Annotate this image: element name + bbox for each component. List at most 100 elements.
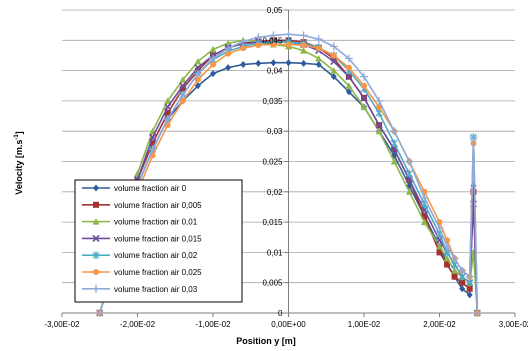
data-point (269, 31, 278, 40)
data-point (420, 193, 429, 202)
legend-swatch-marker (92, 284, 100, 293)
y-axis-title: Velocity [m.s-1] (14, 131, 24, 194)
y-tick-label: 0 (278, 309, 283, 318)
x-tick-label: 3,00E-02 (499, 320, 528, 329)
x-tick-label: 1,00E-02 (348, 320, 381, 329)
legend-label: volume fraction air 0,015 (114, 234, 202, 243)
legend-swatch-marker (93, 269, 99, 275)
data-point (436, 242, 443, 250)
data-point (179, 97, 186, 104)
data-point (225, 64, 232, 72)
data-point (444, 261, 451, 268)
y-tick-label: 0,03 (267, 127, 283, 136)
data-point (405, 157, 414, 166)
y-axis-title-close: ] (14, 131, 24, 134)
data-point (300, 47, 308, 54)
data-point (469, 133, 478, 142)
data-point (443, 242, 452, 251)
data-point (458, 266, 467, 275)
data-point (375, 96, 384, 105)
y-tick-label: 0,035 (262, 97, 283, 106)
data-point (240, 45, 247, 52)
legend-swatch-marker (92, 234, 100, 242)
data-point (239, 37, 248, 46)
y-tick-label: 0,01 (267, 248, 283, 257)
data-point (405, 188, 413, 195)
y-tick-label: 0,04 (267, 67, 283, 76)
data-point (300, 42, 307, 49)
legend-label: volume fraction air 0,025 (114, 268, 202, 277)
x-tick-label: -1,00E-02 (195, 320, 231, 329)
data-point (240, 61, 247, 69)
data-point (473, 309, 482, 317)
data-point (345, 82, 353, 89)
data-point (360, 72, 368, 81)
legend-swatch-marker (92, 218, 100, 225)
data-point (329, 42, 338, 51)
x-tick-label: -3,00E-02 (44, 320, 80, 329)
y-tick-label: 0,045 (262, 36, 283, 45)
data-point (179, 82, 187, 90)
data-point (345, 64, 352, 71)
data-point (465, 272, 474, 281)
data-point (193, 69, 202, 78)
data-point (466, 285, 473, 292)
data-point (330, 52, 337, 59)
x-tick-label: 2,00E-02 (423, 320, 456, 329)
data-point (285, 59, 292, 67)
tick-layer: -3,00E-02 -2,00E-02 -1,00E-02 0,00E+00 1,00E… (44, 6, 528, 329)
data-point (466, 291, 473, 299)
data-point (345, 88, 352, 96)
legend-swatch-marker (93, 201, 99, 208)
data-point (149, 133, 157, 141)
data-point (450, 254, 459, 263)
data-point (360, 94, 368, 102)
data-point (225, 50, 232, 57)
data-point (405, 169, 413, 178)
data-point (164, 97, 172, 104)
data-point (270, 59, 277, 67)
data-point (436, 249, 443, 256)
data-point (459, 285, 466, 293)
data-point (451, 273, 458, 280)
data-point (194, 76, 201, 83)
data-point (451, 267, 459, 274)
data-point (255, 59, 262, 67)
y-tick-label: 0,005 (262, 279, 283, 288)
data-point (95, 309, 104, 317)
data-point (149, 140, 156, 147)
data-point (330, 67, 338, 74)
data-point (255, 42, 262, 49)
data-point (390, 127, 399, 136)
data-point (194, 58, 202, 65)
data-point (194, 82, 201, 90)
data-point (360, 103, 368, 110)
data-point (194, 64, 202, 72)
data-point (435, 224, 444, 233)
data-point (390, 139, 398, 148)
data-point (315, 61, 322, 69)
x-tick-label: 0,00E+00 (271, 320, 306, 329)
data-point (315, 45, 322, 52)
legend: volume fraction air 0 volume fraction air… (74, 179, 243, 303)
y-tick-label: 0,025 (262, 158, 283, 167)
data-point (178, 90, 187, 99)
legend-label: volume fraction air 0 (114, 184, 187, 193)
data-point (210, 70, 216, 78)
data-point (209, 45, 217, 53)
data-point (443, 254, 451, 262)
data-point (375, 127, 383, 135)
data-point (148, 145, 157, 154)
y-axis-title-sup: -1 (14, 134, 20, 140)
data-point (163, 115, 172, 124)
legend-label: volume fraction air 0,03 (114, 285, 198, 294)
data-point (284, 30, 293, 39)
data-point (390, 158, 398, 165)
data-point (270, 41, 277, 48)
legend-swatch-marker (93, 184, 99, 192)
y-tick-label: 0,02 (267, 188, 283, 197)
data-point (330, 73, 337, 81)
x-tick-label: -2,00E-02 (120, 320, 156, 329)
legend-swatch-marker (92, 251, 100, 260)
